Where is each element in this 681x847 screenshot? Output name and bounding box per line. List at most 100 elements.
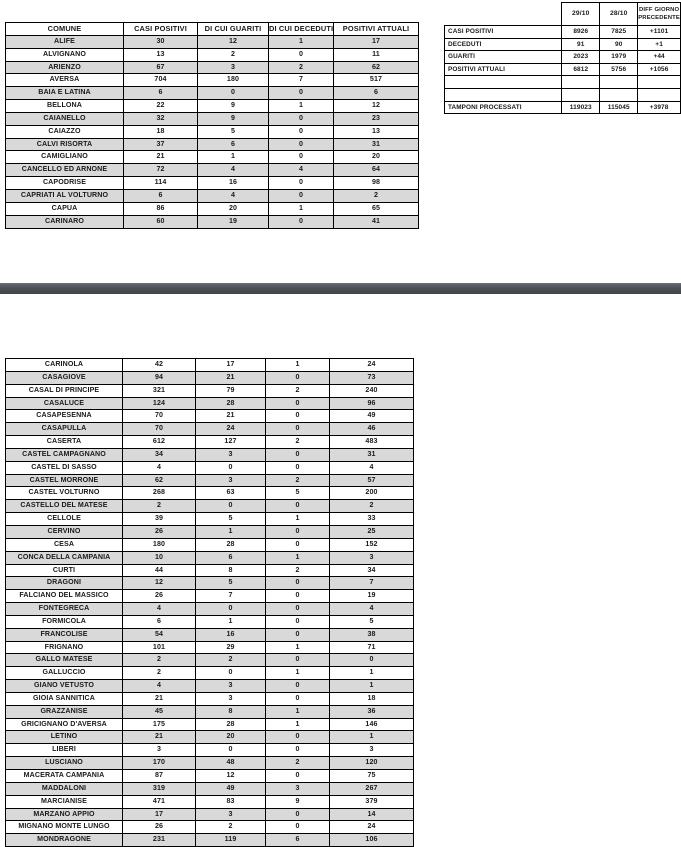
cell-di-cui-guariti: 5 <box>195 576 266 591</box>
cell-di-cui-guariti: 48 <box>195 756 266 770</box>
cell-di-cui-deceduti: 0 <box>265 589 330 604</box>
table-row: CASAL DI PRINCIPE 321 79 2 240 <box>5 383 414 398</box>
cell-comune: FRIGNANO <box>5 640 123 655</box>
cell-di-cui-deceduti: 0 <box>268 188 334 203</box>
cell-casi-positivi: 2 <box>122 499 196 514</box>
cell-comune: CONCA DELLA CAMPANIA <box>5 550 123 565</box>
table-row: LIBERI 3 0 0 3 <box>5 743 414 758</box>
cell-di-cui-deceduti: 2 <box>265 563 330 578</box>
cell-casi-positivi: 67 <box>123 60 198 75</box>
cell-positivi-attuali: 24 <box>329 358 414 372</box>
cell-di-cui-guariti: 8 <box>195 704 266 719</box>
table-row: CASAPULLA 70 24 0 46 <box>5 422 414 437</box>
summary-value-previous: 7825 <box>599 25 639 39</box>
table-row: CASERTA 612 127 2 483 <box>5 435 414 449</box>
cell-di-cui-deceduti: 0 <box>268 124 334 139</box>
cell-positivi-attuali: 18 <box>329 691 414 706</box>
cell-di-cui-deceduti: 0 <box>268 47 334 62</box>
summary-value-current <box>561 75 601 89</box>
cell-comune: GIOIA SANNITICA <box>5 691 123 706</box>
cell-casi-positivi: 10 <box>122 550 196 565</box>
cell-casi-positivi: 3 <box>122 743 196 758</box>
cell-di-cui-guariti: 83 <box>195 794 266 809</box>
table-row: CASTELLO DEL MATESE 2 0 0 2 <box>5 499 414 514</box>
cell-comune: CASTEL CAMPAGNANO <box>5 447 123 462</box>
table-row: CASAGIOVE 94 21 0 73 <box>5 370 414 385</box>
cell-positivi-attuali: 240 <box>329 383 414 398</box>
cell-di-cui-deceduti: 0 <box>268 214 334 229</box>
cell-di-cui-guariti: 0 <box>197 86 269 101</box>
cell-positivi-attuali: 3 <box>329 550 414 565</box>
cell-comune: FORMICOLA <box>5 614 123 629</box>
table-row: BELLONA 22 9 1 12 <box>5 99 419 113</box>
cell-casi-positivi: 45 <box>122 704 196 719</box>
cell-comune: CASAPULLA <box>5 422 123 437</box>
summary-value-previous <box>599 75 639 89</box>
table-row: DRAGONI 12 5 0 7 <box>5 576 414 591</box>
cell-casi-positivi: 13 <box>123 47 198 62</box>
summary-value-diff <box>637 75 681 89</box>
cell-casi-positivi: 30 <box>123 34 198 49</box>
table-row: ALVIGNANO 13 2 0 11 <box>5 47 419 62</box>
cell-comune: CARINOLA <box>5 358 123 372</box>
cell-casi-positivi: 21 <box>122 730 196 745</box>
table-row: MONDRAGONE 231 119 6 106 <box>5 833 414 847</box>
cell-di-cui-deceduti: 1 <box>265 717 330 732</box>
cell-positivi-attuali: 46 <box>329 422 414 437</box>
cell-di-cui-deceduti: 2 <box>265 383 330 398</box>
table-row: LETINO 21 20 0 1 <box>5 730 414 745</box>
cell-di-cui-guariti: 119 <box>195 833 266 847</box>
table-row: CONCA DELLA CAMPANIA 10 6 1 3 <box>5 550 414 565</box>
summary-table-header: 29/10 28/10 DIFF GIORNO PRECEDENTE <box>445 2 681 26</box>
cell-di-cui-guariti: 3 <box>195 807 266 822</box>
cell-positivi-attuali: 41 <box>333 214 419 229</box>
cell-casi-positivi: 21 <box>122 691 196 706</box>
cell-di-cui-deceduti: 4 <box>268 163 334 178</box>
cell-di-cui-deceduti: 1 <box>265 512 330 526</box>
table-row: MIGNANO MONTE LUNGO 26 2 0 24 <box>5 820 414 835</box>
table-row: GRICIGNANO D'AVERSA 175 28 1 146 <box>5 717 414 732</box>
cell-comune: CASTEL DI SASSO <box>5 460 123 475</box>
cell-comune: GRICIGNANO D'AVERSA <box>5 717 123 732</box>
cell-di-cui-deceduti: 0 <box>265 396 330 411</box>
cell-comune: CELLOLE <box>5 512 123 526</box>
cell-casi-positivi: 321 <box>122 383 196 398</box>
cell-casi-positivi: 42 <box>122 358 196 372</box>
cell-positivi-attuali: 3 <box>329 743 414 758</box>
cell-di-cui-deceduti: 0 <box>268 150 334 165</box>
cell-casi-positivi: 44 <box>122 563 196 578</box>
cell-positivi-attuali: 13 <box>333 124 419 139</box>
table-row: CERVINO 26 1 0 25 <box>5 524 414 539</box>
cell-comune: MADDALONI <box>5 781 123 796</box>
cell-casi-positivi: 70 <box>122 409 196 424</box>
cell-di-cui-guariti: 21 <box>195 409 266 424</box>
cell-di-cui-deceduti: 3 <box>265 781 330 796</box>
cell-di-cui-guariti: 16 <box>195 627 266 642</box>
cell-comune: MONDRAGONE <box>5 833 123 847</box>
cell-di-cui-guariti: 17 <box>195 358 266 372</box>
table-row: CASALUCE 124 28 0 96 <box>5 396 414 411</box>
cell-di-cui-deceduti: 0 <box>268 86 334 101</box>
cell-di-cui-guariti: 20 <box>195 730 266 745</box>
column-header-casi-positivi: CASI POSITIVI <box>123 22 198 36</box>
cell-comune: ALVIGNANO <box>5 47 124 62</box>
cell-casi-positivi: 612 <box>122 435 196 449</box>
table-row: MACERATA CAMPANIA 87 12 0 75 <box>5 769 414 783</box>
cell-di-cui-guariti: 2 <box>197 47 269 62</box>
cell-casi-positivi: 6 <box>123 188 198 203</box>
summary-corner-cell <box>445 3 562 26</box>
cell-positivi-attuali: 2 <box>333 188 419 203</box>
summary-value-diff <box>637 87 681 102</box>
cell-casi-positivi: 37 <box>123 137 198 152</box>
table-row: FRANCOLISE 54 16 0 38 <box>5 627 414 642</box>
cell-comune: CAPUA <box>5 201 124 216</box>
summary-header-row: 29/10 28/10 DIFF GIORNO PRECEDENTE <box>445 2 681 26</box>
cell-comune: DRAGONI <box>5 576 123 591</box>
cell-casi-positivi: 72 <box>123 163 198 178</box>
cell-di-cui-deceduti: 0 <box>268 176 334 190</box>
summary-value-previous: 90 <box>599 37 639 52</box>
cell-casi-positivi: 94 <box>122 370 196 385</box>
cell-comune: CASAGIOVE <box>5 370 123 385</box>
table-row: CASTEL DI SASSO 4 0 0 4 <box>5 460 414 475</box>
table-row: CAPRIATI AL VOLTURNO 6 4 0 2 <box>5 188 419 203</box>
